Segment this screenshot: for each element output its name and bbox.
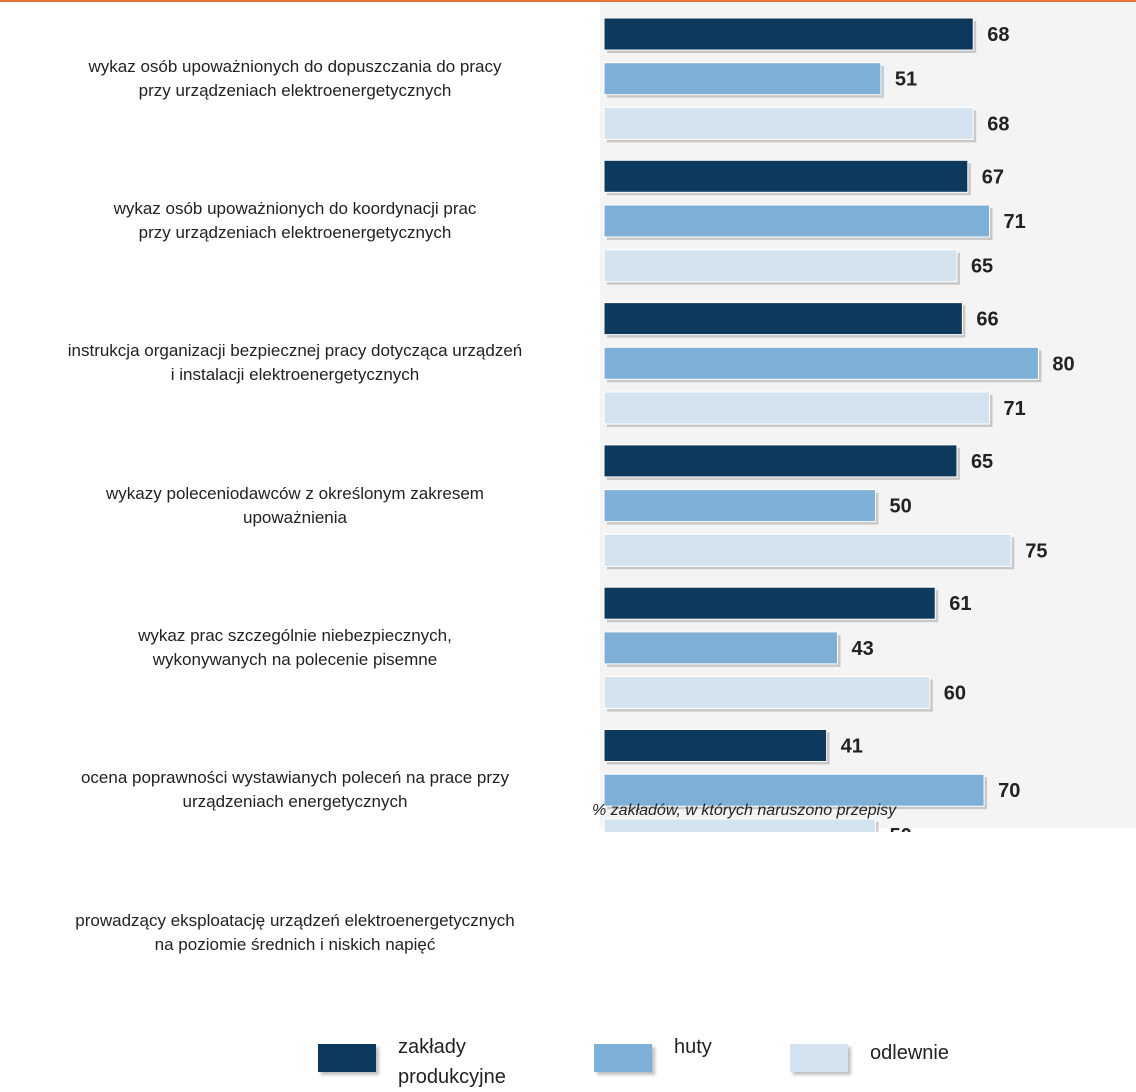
legend-label-odlewnie: odlewnie [870, 1042, 949, 1064]
category-label-line: prowadzący eksploatację urządzeń elektro… [75, 910, 515, 930]
bar [603, 773, 985, 807]
bar [603, 631, 838, 665]
category-label-line: wykaz osób upoważnionych do koordynacji … [113, 199, 477, 218]
data-label: 61 [949, 593, 971, 615]
data-label: 68 [987, 24, 1009, 46]
data-label: 50 [890, 496, 912, 518]
data-label: 71 [1004, 211, 1026, 233]
legend-item-zaklady: zakłady produkcyjne [318, 1032, 506, 1092]
data-label: 80 [1052, 353, 1074, 375]
legend-swatch-huty [594, 1044, 652, 1072]
bar [603, 106, 974, 140]
data-label: 65 [971, 451, 993, 473]
bar [603, 159, 969, 193]
x-axis-title: % zakładów, w których naruszono przepisy [592, 802, 897, 819]
category-label: wykaz osób upoważnionych do dopuszczania… [0, 55, 590, 103]
data-label: 68 [987, 113, 1009, 135]
category-label-line: instrukcja organizacji bezpiecznej pracy… [67, 341, 523, 361]
bar [603, 17, 974, 51]
category-label-line: wykazy poleceniodawców z określonym zakr… [106, 483, 484, 503]
bar [603, 444, 958, 478]
data-label: 50 [890, 825, 912, 832]
legend-label-zaklady: zakłady produkcyjne [398, 1036, 506, 1088]
data-label: 41 [841, 736, 863, 758]
bar [603, 586, 936, 620]
category-label: ocena poprawności wystawianych poleceń n… [0, 766, 590, 814]
category-label: wykazy poleceniodawców z określonym zakr… [0, 482, 590, 530]
bar [603, 346, 1039, 380]
data-label: 51 [895, 69, 917, 91]
data-label: 66 [976, 309, 998, 331]
category-label-line: ocena poprawności wystawianych poleceń n… [80, 768, 510, 788]
data-label: 67 [982, 166, 1004, 188]
category-label: wykaz prac szczególnie niebezpiecznych, w… [0, 624, 590, 672]
data-label: 60 [944, 683, 966, 705]
data-label: 71 [1004, 398, 1026, 420]
legend-swatch-zaklady [318, 1044, 376, 1072]
category-label: prowadzący eksploatację urządzeń elektro… [0, 909, 590, 957]
category-label-line: na poziomie średnich i niskich napięć [154, 934, 436, 954]
category-label-line: wykaz prac szczególnie niebezpiecznych, [138, 625, 452, 645]
bar [603, 489, 876, 523]
category-label: wykaz osób upoważnionych do koordynacji … [0, 197, 590, 245]
bar [603, 818, 876, 832]
bar [603, 729, 828, 762]
category-label-line: przy urządzeniach elektroenergetycznych [138, 223, 452, 242]
data-label: 70 [998, 780, 1020, 802]
category-label: instrukcja organizacji bezpiecznej pracy… [0, 339, 590, 387]
bar [603, 676, 931, 710]
category-label-line: przy urządzeniach elektroenergetycznych [138, 80, 452, 100]
data-label: 65 [971, 256, 993, 278]
legend-item-huty: huty [594, 1032, 712, 1072]
category-label-line: upoważnienia [243, 507, 347, 527]
bar [603, 302, 963, 336]
category-label-line: urządzeniach energetycznych [182, 792, 408, 812]
data-label: 43 [851, 638, 873, 660]
legend-label-huty: huty [674, 1036, 712, 1058]
category-label-line: wykonywanych na polecenie pisemne [152, 649, 438, 669]
bar [603, 62, 882, 96]
category-label-line: i instalacji elektroenergetycznych [170, 365, 420, 385]
legend-item-odlewnie: odlewnie [790, 1032, 949, 1072]
bar-plot: 6851686771656680716550756143604170501351 [603, 17, 1075, 832]
bar [603, 249, 958, 283]
bar [603, 533, 1012, 567]
bar [603, 391, 991, 425]
data-label: 75 [1025, 540, 1047, 562]
bar [603, 204, 991, 238]
legend-swatch-odlewnie [790, 1044, 848, 1072]
category-label-line: wykaz osób upoważnionych do dopuszczania… [88, 56, 502, 76]
